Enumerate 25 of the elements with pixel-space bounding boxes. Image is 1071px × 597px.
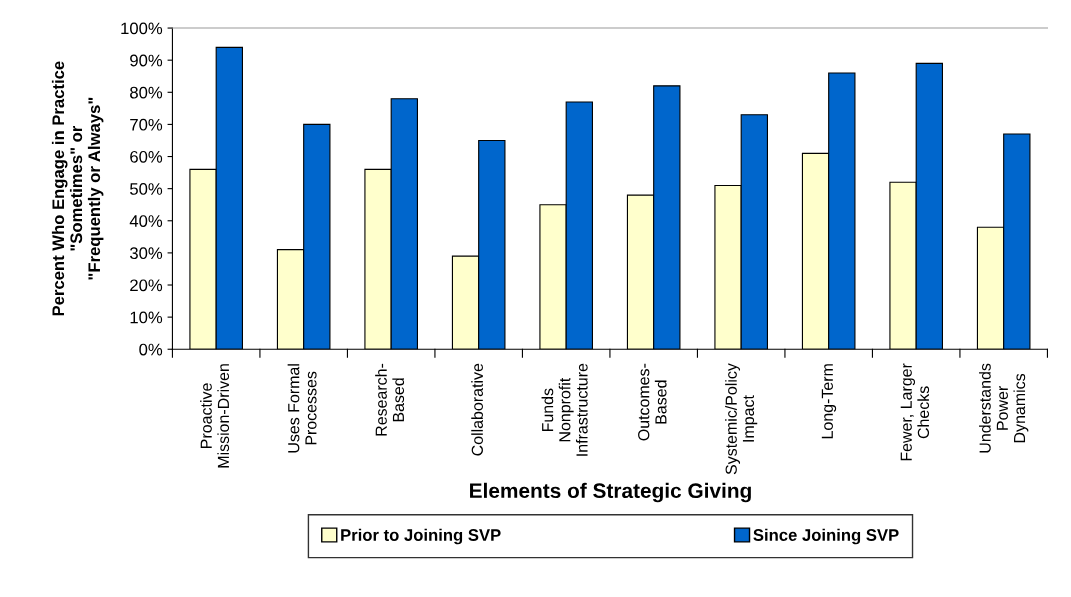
- x-tick-label: Uses Formal Processes: [287, 364, 317, 453]
- x-tick-label: Understands Power Dynamics: [979, 363, 1029, 453]
- y-tick-label: 70%: [130, 118, 163, 131]
- legend-label: Prior to Joining SVP: [341, 528, 501, 545]
- y-tick-label: 50%: [130, 183, 163, 195]
- y-tick-label: 60%: [130, 150, 163, 163]
- y-tick-label: 20%: [130, 279, 163, 292]
- y-tick-label: 40%: [129, 215, 163, 227]
- y-axis-title: Percent Who Engage in Practice "Sometimes" or "Frequently or Always": [51, 61, 104, 316]
- x-tick-label: Collaborative: [471, 363, 483, 456]
- y-tick-label: 30%: [129, 247, 163, 260]
- x-tick-label: Fewer, Larger Checks: [900, 363, 930, 461]
- x-tick-label: Long-Term: [821, 364, 837, 439]
- y-tick-label: 10%: [130, 311, 163, 324]
- x-tick-label: Research- Based: [375, 363, 405, 436]
- y-tick-label: 80%: [130, 86, 163, 99]
- y-tick-label: 100%: [121, 22, 163, 35]
- x-tick-label: Proactive Mission-Driven: [200, 364, 230, 468]
- x-tick-label: Funds Nonprofit Infrastructure: [541, 363, 588, 456]
- x-tick-label: Systemic/Policy Impact: [725, 363, 758, 475]
- x-axis-title: Elements of Strategic Giving: [470, 482, 751, 503]
- y-tick-label: 0%: [139, 343, 163, 356]
- y-tick-label: 90%: [130, 54, 163, 67]
- legend-label: Since Joining SVP: [753, 528, 899, 545]
- x-tick-label: Outcomes- Based: [638, 363, 667, 441]
